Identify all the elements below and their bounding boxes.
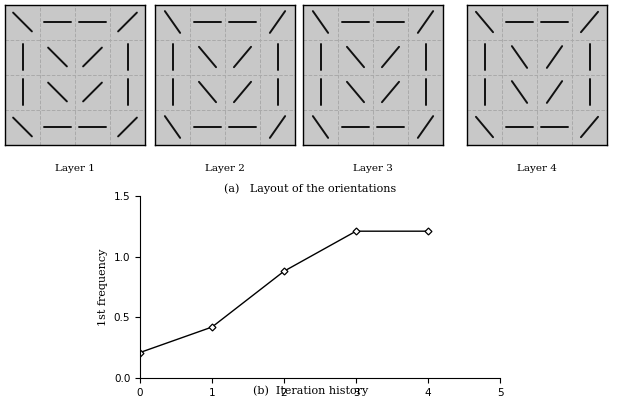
Text: Layer 4: Layer 4 [517, 164, 557, 173]
Text: (b)  Iteration history: (b) Iteration history [253, 385, 368, 396]
Text: (a)   Layout of the orientations: (a) Layout of the orientations [224, 184, 397, 194]
Text: Layer 1: Layer 1 [55, 164, 95, 173]
Text: Layer 3: Layer 3 [353, 164, 393, 173]
Text: Layer 2: Layer 2 [205, 164, 245, 173]
Y-axis label: 1st frequency: 1st frequency [98, 248, 108, 326]
